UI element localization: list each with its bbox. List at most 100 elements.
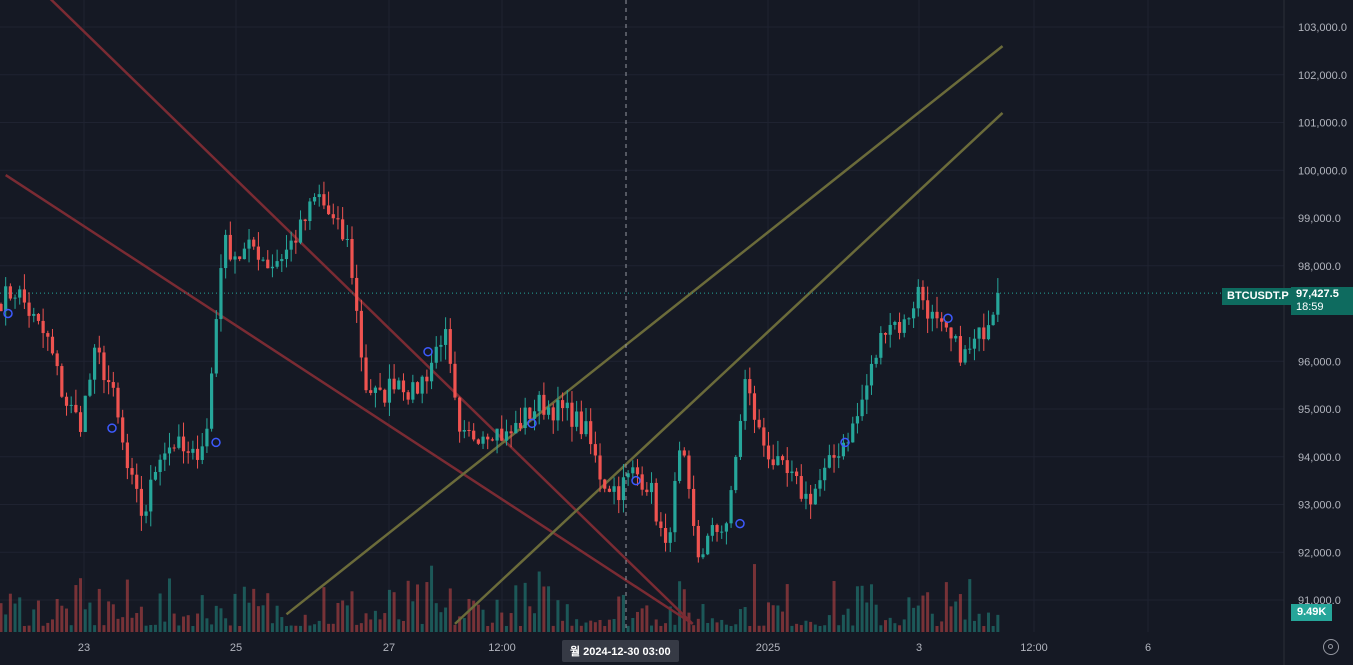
crosshair-time-label: 월 2024-12-30 03:00	[562, 640, 679, 662]
candle-body	[785, 460, 789, 474]
volume-bar	[299, 625, 303, 632]
volume-bar	[196, 613, 200, 632]
volume-bar	[659, 625, 663, 632]
candle-body	[851, 423, 855, 443]
candle-body	[523, 407, 527, 429]
candle-body	[556, 400, 560, 421]
candle-body	[224, 234, 228, 269]
candle-body	[916, 286, 920, 309]
volume-bar	[191, 625, 195, 632]
candle-body	[977, 327, 981, 339]
y-tick-label: 101,000.0	[1298, 118, 1347, 130]
volume-bar	[570, 625, 574, 632]
event-marker	[107, 423, 117, 433]
candle-body	[575, 411, 579, 427]
x-tick-label: 23	[78, 642, 90, 654]
candle-body	[528, 407, 532, 419]
candle-body	[13, 297, 17, 299]
candle-body	[210, 373, 214, 429]
candle-body	[603, 479, 607, 489]
volume-bar	[551, 625, 555, 632]
candle-body	[219, 268, 223, 320]
candle-body	[345, 238, 349, 240]
volume-bar	[22, 625, 26, 632]
volume-bar	[762, 625, 766, 632]
candle-body	[298, 219, 303, 243]
candle-body	[331, 214, 335, 219]
volume-bar	[799, 625, 803, 632]
volume-bar	[107, 601, 111, 632]
candle-body	[18, 289, 22, 298]
candle-body	[818, 480, 822, 489]
candle-body	[813, 488, 817, 505]
candle-body	[809, 493, 813, 505]
candle-body	[490, 439, 494, 441]
candle-body	[776, 456, 780, 466]
volume-bar	[18, 597, 22, 632]
candle-body	[855, 416, 860, 424]
candle-body	[518, 422, 523, 429]
volume-bar	[378, 619, 382, 632]
candle-body	[406, 392, 410, 400]
candle-body	[125, 442, 129, 469]
volume-bar	[869, 584, 873, 632]
volume-bar	[650, 625, 654, 632]
volume-bar	[972, 620, 976, 632]
volume-bar	[266, 593, 270, 632]
volume-bar	[589, 620, 593, 632]
settings-icon[interactable]	[1323, 639, 1339, 655]
candle-body	[486, 436, 490, 440]
volume-bar	[392, 592, 396, 632]
candle-body	[986, 325, 991, 340]
volume-bar	[940, 621, 944, 632]
volume-bar	[116, 618, 120, 632]
volume-bar	[369, 619, 373, 632]
volume-bar	[36, 600, 40, 632]
candle-body	[373, 387, 377, 393]
volume-bar	[205, 618, 209, 632]
candle-body	[654, 482, 658, 522]
volume-bar	[827, 615, 831, 632]
volume-bar	[855, 586, 859, 632]
candle-body	[303, 219, 307, 222]
volume-bar	[944, 582, 948, 632]
volume-bar	[598, 619, 602, 632]
x-tick-label: 12:00	[1020, 642, 1048, 654]
candle-body	[69, 404, 73, 406]
candle-body	[4, 286, 8, 312]
volume-bar	[79, 578, 83, 632]
volume-bar	[32, 609, 36, 632]
candle-body	[598, 455, 602, 480]
volume-bar	[734, 624, 738, 632]
volume-bar	[135, 613, 139, 632]
candle-body	[369, 390, 373, 393]
volume-bar	[373, 610, 377, 632]
volume-bar	[406, 580, 410, 632]
candle-body	[907, 318, 911, 320]
volume-bar	[893, 623, 897, 632]
volume-bar	[710, 618, 714, 632]
volume-bar	[500, 612, 504, 632]
volume-bar	[884, 620, 888, 632]
candle-body	[542, 394, 546, 415]
candle-body	[294, 240, 298, 243]
candle-body	[383, 389, 387, 403]
y-tick-label: 94,000.0	[1298, 452, 1341, 464]
candle-body	[0, 303, 3, 312]
candle-body	[930, 311, 934, 319]
event-marker	[3, 308, 13, 319]
candle-body	[60, 366, 64, 397]
candle-body	[261, 259, 265, 261]
candle-body	[312, 197, 317, 202]
volume-bar	[813, 624, 817, 632]
volume-bar	[986, 612, 990, 632]
volume-bar	[0, 603, 3, 632]
volume-bar	[233, 593, 237, 632]
volume-bar	[776, 605, 780, 632]
candle-body	[500, 428, 504, 441]
candle-countdown: 18:59	[1296, 301, 1324, 313]
candle-body	[532, 411, 537, 419]
volume-bar	[284, 626, 288, 632]
volume-bar	[411, 601, 415, 632]
